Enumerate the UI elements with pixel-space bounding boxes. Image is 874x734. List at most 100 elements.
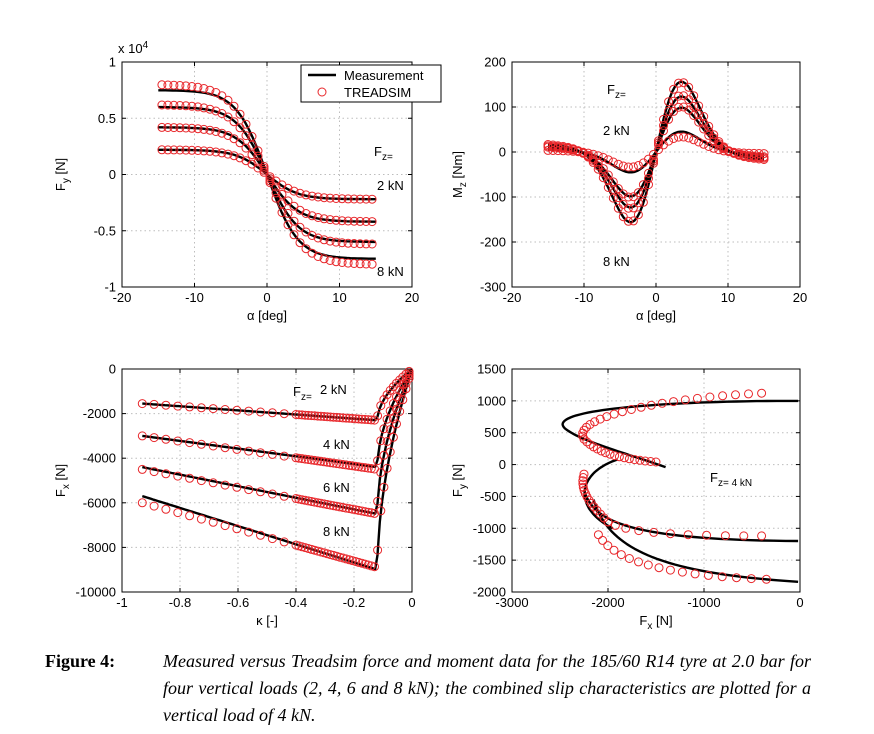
treadsim-marker-2kn: [598, 153, 608, 162]
annotation-8kn: 8 kN: [323, 524, 350, 539]
treadsim-marker-8kn: [376, 506, 386, 516]
treadsim-marker-lower-2: [665, 565, 675, 575]
treadsim-marker-2kn: [163, 145, 173, 155]
y-tick-label: 0: [109, 362, 116, 377]
treadsim-marker-8kn: [279, 537, 289, 547]
treadsim-marker-8kn: [401, 384, 411, 394]
treadsim-marker-6kn: [366, 508, 376, 518]
treadsim-marker-2kn: [363, 415, 373, 425]
treadsim-marker-2kn: [633, 161, 643, 170]
treadsim-marker-8kn: [331, 257, 341, 267]
treadsim-marker-8kn: [335, 552, 345, 562]
treadsim-marker-6kn: [199, 103, 209, 113]
treadsim-marker-6kn: [279, 491, 289, 501]
treadsim-marker-4kn: [300, 454, 310, 464]
treadsim-marker-8kn: [392, 419, 401, 429]
treadsim-marker-6kn: [181, 101, 191, 111]
y-tick-label: -300: [480, 280, 506, 295]
treadsim-marker-2kn: [684, 133, 694, 143]
treadsim-marker-4kn: [361, 217, 371, 226]
treadsim-marker-2kn: [341, 413, 351, 423]
treadsim-marker-lower-2: [598, 535, 608, 545]
chart-fy-alpha: -20 -10 0 10 20 -1 -0.5 0 0.5 1 α [deg] Fy [N] x 104…: [53, 40, 442, 323]
y-tick-label: -0.5: [94, 223, 116, 238]
y-tick-label: 200: [484, 55, 506, 70]
treadsim-marker-lower-2: [643, 560, 653, 570]
treadsim-marker-6kn: [313, 233, 323, 243]
treadsim-marker-middle: [578, 473, 588, 482]
treadsim-marker-8kn: [265, 178, 275, 188]
treadsim-marker-8kn: [163, 80, 173, 90]
treadsim-marker-6kn: [223, 112, 233, 122]
treadsim-marker-4kn: [232, 444, 242, 454]
treadsim-marker-8kn: [185, 511, 195, 521]
treadsim-marker-2kn: [699, 139, 709, 149]
treadsim-marker-4kn: [256, 448, 265, 458]
treadsim-marker-4kn: [196, 439, 206, 449]
treadsim-marker-8kn: [553, 141, 563, 151]
treadsim-marker-6kn: [689, 101, 699, 111]
treadsim-marker-8kn: [608, 193, 618, 203]
treadsim-marker-6kn: [357, 506, 367, 516]
treadsim-marker-upper: [619, 453, 629, 463]
y-tick-label: 1500: [477, 362, 506, 377]
treadsim-marker-8kn: [187, 82, 197, 91]
treadsim-marker-6kn: [343, 238, 353, 248]
treadsim-marker-6kn: [137, 464, 147, 474]
treadsim-marker-2kn: [689, 135, 699, 145]
treadsim-marker-6kn: [404, 371, 414, 381]
treadsim-marker-2kn: [223, 149, 233, 159]
treadsim-marker-8kn: [613, 203, 623, 213]
x-axis-label: α [deg]: [247, 308, 287, 323]
treadsim-marker-8kn: [295, 238, 305, 248]
treadsim-marker-8kn: [355, 259, 365, 269]
treadsim-marker-8kn: [241, 119, 251, 129]
treadsim-marker-2kn: [303, 410, 313, 420]
treadsim-marker-lower-2: [703, 570, 713, 580]
treadsim-marker-upper: [626, 405, 636, 414]
treadsim-marker-2kn: [161, 400, 171, 410]
x-tick-label: 0: [408, 595, 415, 610]
y-tick-label: -6000: [83, 495, 116, 510]
treadsim-marker-8kn: [232, 524, 242, 534]
treadsim-marker-8kn: [370, 562, 379, 572]
treadsim-marker-4kn: [307, 455, 316, 465]
treadsim-marker-6kn: [331, 237, 341, 247]
treadsim-marker-2kn: [325, 412, 335, 422]
treadsim-marker-4kn: [404, 369, 414, 379]
legend-label-measurement: Measurement: [344, 68, 424, 83]
treadsim-marker-8kn: [588, 157, 598, 167]
treadsim-marker-6kn: [338, 503, 348, 512]
y-tick-label: 0.5: [98, 111, 116, 126]
treadsim-marker-8kn: [759, 155, 769, 164]
plot-frame: [121, 368, 413, 593]
treadsim-marker-4kn: [679, 102, 689, 112]
treadsim-marker-4kn: [187, 123, 197, 133]
treadsim-marker-8kn: [283, 220, 293, 230]
treadsim-marker-6kn: [241, 131, 251, 141]
treadsim-marker-4kn: [633, 188, 643, 198]
x-tick-label: 10: [721, 290, 735, 305]
treadsim-marker-4kn: [603, 170, 613, 180]
treadsim-marker-4kn: [376, 436, 386, 446]
treadsim-marker-4kn: [337, 216, 347, 226]
treadsim-marker-6kn: [196, 476, 206, 486]
treadsim-marker-6kn: [319, 235, 329, 245]
treadsim-marker-2kn: [354, 414, 364, 424]
treadsim-marker-8kn: [157, 80, 167, 90]
treadsim-marker-upper: [590, 417, 600, 427]
treadsim-marker-4kn: [341, 460, 351, 470]
treadsim-marker-8kn: [628, 216, 638, 226]
treadsim-marker-lower-2: [616, 550, 626, 560]
treadsim-marker-2kn: [360, 414, 370, 424]
treadsim-marker-8kn: [623, 216, 633, 226]
treadsim-marker-6kn: [303, 496, 313, 506]
treadsim-marker-8kn: [699, 112, 709, 121]
treadsim-marker-upper: [646, 400, 656, 410]
treadsim-marker-6kn: [244, 485, 254, 495]
treadsim-marker-6kn: [310, 497, 320, 507]
treadsim-marker-4kn: [360, 463, 370, 473]
treadsim-marker-6kn: [361, 239, 371, 249]
treadsim-marker-8kn: [313, 252, 323, 261]
treadsim-marker-upper: [609, 409, 619, 419]
